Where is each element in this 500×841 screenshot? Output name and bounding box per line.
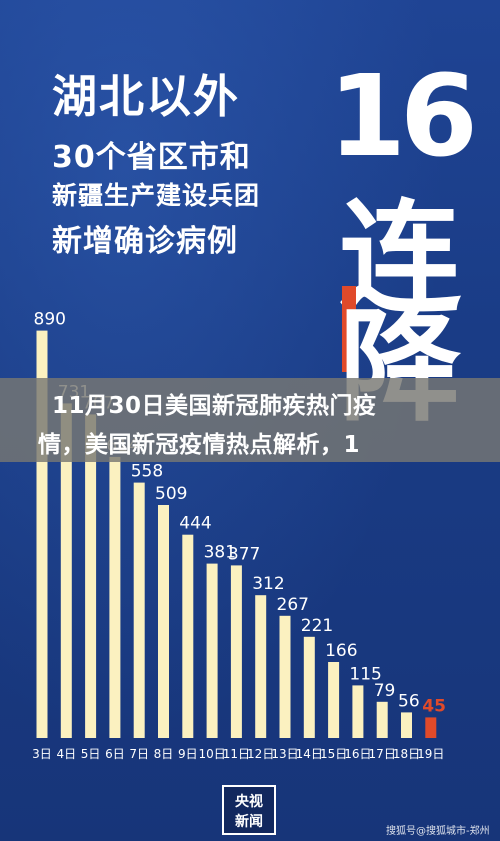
big-char-lian: 连 bbox=[339, 188, 461, 330]
x-tick-19日: 19日 bbox=[417, 747, 444, 761]
data-label-12日: 312 bbox=[252, 574, 284, 594]
x-tick-4日: 4日 bbox=[56, 747, 76, 761]
bar-7日 bbox=[133, 482, 145, 738]
data-label-13日: 267 bbox=[277, 595, 309, 615]
title-overlay bbox=[0, 378, 500, 462]
bar-3日 bbox=[36, 330, 48, 738]
bar-10日 bbox=[206, 563, 218, 738]
bar-16日 bbox=[352, 685, 364, 738]
data-label-8日: 509 bbox=[155, 484, 187, 504]
logo-line-2: 新闻 bbox=[235, 814, 263, 830]
x-tick-13日: 13日 bbox=[271, 747, 298, 761]
data-label-3日: 890 bbox=[34, 310, 66, 330]
bar-11日 bbox=[230, 565, 242, 738]
x-tick-12日: 12日 bbox=[247, 747, 274, 761]
overlay-title-line-1[interactable]: 11月30日美国新冠肺疾热门疫 bbox=[52, 393, 377, 419]
bar-13日 bbox=[279, 615, 291, 738]
bar-17日 bbox=[376, 701, 388, 738]
x-tick-6日: 6日 bbox=[105, 747, 125, 761]
data-label-10日: 381 bbox=[204, 543, 236, 563]
cctv-news-logo: 央视 新闻 bbox=[222, 785, 276, 835]
bar-18日 bbox=[401, 712, 412, 738]
data-label-15日: 166 bbox=[325, 641, 357, 661]
data-label-17日: 79 bbox=[374, 681, 396, 701]
x-tick-11日: 11日 bbox=[223, 747, 250, 761]
data-label-19日: 45 bbox=[422, 696, 446, 716]
data-label-14日: 221 bbox=[301, 616, 333, 636]
logo-line-1: 央视 bbox=[235, 794, 263, 810]
x-tick-10日: 10日 bbox=[198, 747, 225, 761]
bar-8日 bbox=[158, 505, 169, 738]
data-label-11日: 377 bbox=[228, 544, 260, 564]
bar-19日 bbox=[425, 717, 437, 738]
big-number: 16 bbox=[328, 52, 478, 182]
headline-line-3: 新疆生产建设兵团 bbox=[52, 181, 261, 210]
x-tick-15日: 15日 bbox=[320, 747, 347, 761]
headline-line-2: 30个省区市和 bbox=[52, 140, 251, 175]
data-label-9日: 444 bbox=[179, 514, 211, 534]
x-tick-17日: 17日 bbox=[369, 747, 396, 761]
x-tick-5日: 5日 bbox=[81, 747, 101, 761]
x-tick-9日: 9日 bbox=[178, 747, 198, 761]
x-tick-18日: 18日 bbox=[393, 747, 420, 761]
headline-line-4: 新增确诊病例 bbox=[52, 224, 238, 259]
x-tick-3日: 3日 bbox=[32, 747, 52, 761]
accent-bar bbox=[342, 286, 356, 372]
bar-6日 bbox=[109, 456, 121, 738]
x-tick-8日: 8日 bbox=[154, 747, 174, 761]
bar-15日 bbox=[328, 662, 340, 738]
bar-12日 bbox=[255, 595, 267, 738]
data-label-7日: 558 bbox=[131, 462, 163, 482]
overlay-title-line-2[interactable]: 情，美国新冠疫情热点解析，1 bbox=[38, 432, 361, 458]
headline-line-1: 湖北以外 bbox=[52, 70, 241, 123]
bar-14日 bbox=[303, 636, 315, 738]
bar-5日 bbox=[85, 414, 97, 738]
bar-9日 bbox=[182, 534, 194, 738]
data-label-18日: 56 bbox=[398, 691, 420, 711]
watermark: 搜狐号@搜狐城市-郑州 bbox=[386, 826, 490, 837]
x-tick-14日: 14日 bbox=[296, 747, 323, 761]
bar-4日 bbox=[60, 403, 72, 738]
x-tick-7日: 7日 bbox=[129, 747, 149, 761]
data-label-16日: 115 bbox=[349, 664, 381, 684]
x-tick-16日: 16日 bbox=[344, 747, 371, 761]
